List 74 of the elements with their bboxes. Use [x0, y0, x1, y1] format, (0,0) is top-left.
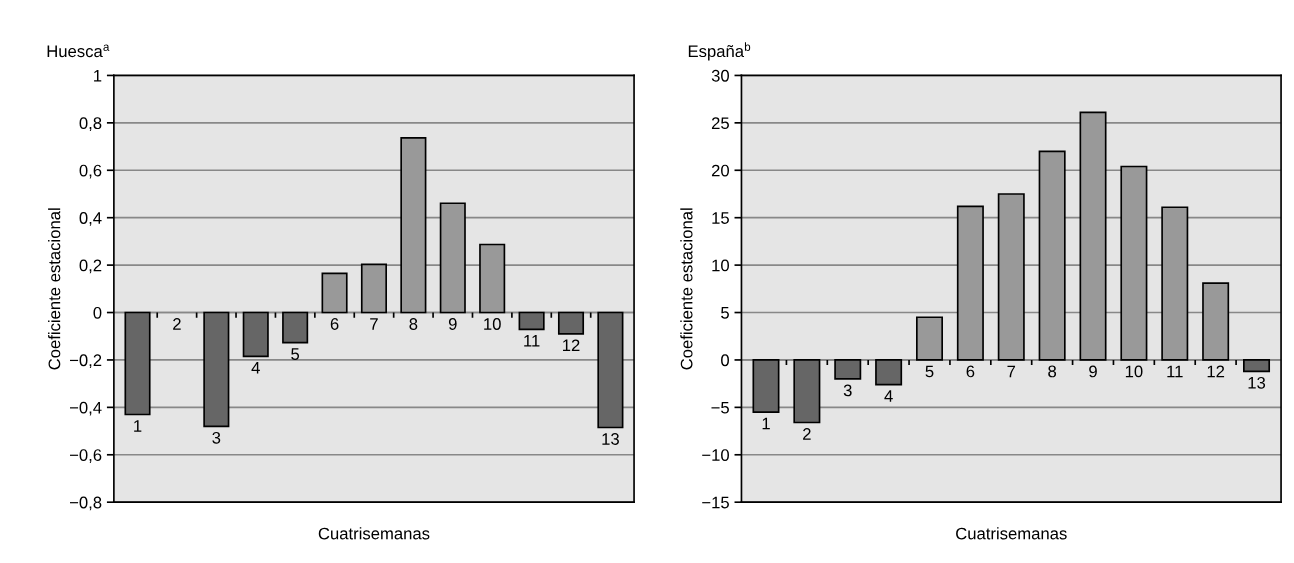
x-tick-label: 12 — [1207, 365, 1225, 378]
x-tick-label: 10 — [484, 318, 501, 330]
chart-title: Huesca$^{a}$ — [47, 44, 110, 58]
x-tick-label: 12 — [563, 339, 580, 352]
bar — [793, 359, 821, 424]
bar — [1161, 206, 1189, 361]
y-tick-label: −0,2 — [69, 354, 102, 369]
bar — [1120, 165, 1148, 361]
y-axis-title: Coeficiente estacional — [48, 208, 61, 370]
x-tick-label: 8 — [1048, 365, 1057, 378]
x-tick-label: 13 — [602, 433, 619, 445]
y-tick-label: 15 — [712, 212, 729, 224]
x-tick-label: 4 — [884, 390, 893, 402]
bar — [834, 359, 862, 380]
bar — [321, 272, 348, 314]
bar — [242, 311, 269, 358]
bar — [124, 311, 151, 416]
y-tick-label: 5 — [721, 307, 729, 319]
bar — [1079, 111, 1107, 361]
y-tick-label: −0,4 — [69, 401, 102, 416]
y-tick-label: 25 — [711, 117, 729, 130]
y-tick-label: −15 — [702, 496, 729, 509]
x-axis-title: Cuatrisemanas — [956, 527, 1067, 540]
y-tick-label: −5 — [711, 401, 729, 414]
chart-title: España$^{b}$ — [688, 42, 751, 61]
x-tick-label: 11 — [1167, 365, 1183, 378]
bar — [557, 311, 585, 335]
bar — [400, 136, 427, 314]
x-axis-title: Cuatrisemanas — [318, 527, 430, 540]
bar — [997, 193, 1025, 361]
bar — [915, 316, 944, 361]
y-tick-label: −0,8 — [69, 496, 102, 511]
y-tick-label: −0,6 — [69, 449, 102, 463]
x-tick-label: 5 — [925, 365, 934, 378]
bar — [203, 311, 230, 428]
y-tick-label: 0,6 — [79, 164, 102, 179]
bar — [1202, 282, 1230, 361]
y-tick-label: 0,4 — [79, 212, 102, 226]
x-tick-label: 7 — [370, 318, 378, 330]
bar — [956, 205, 984, 361]
bar — [479, 243, 506, 314]
x-tick-label: 7 — [1007, 365, 1016, 378]
bar — [752, 359, 780, 413]
x-tick-label: 9 — [1089, 365, 1097, 378]
y-tick-label: 0,8 — [79, 117, 102, 132]
bar — [282, 311, 309, 344]
x-tick-label: 4 — [251, 362, 260, 374]
y-tick-label: 30 — [711, 69, 730, 82]
bar — [439, 202, 466, 314]
x-tick-label: 11 — [524, 335, 540, 347]
y-tick-label: 20 — [711, 164, 730, 177]
y-tick-label: 0 — [93, 306, 102, 319]
bar — [518, 311, 545, 331]
x-tick-label: 6 — [330, 318, 339, 330]
x-tick-label: 8 — [409, 318, 418, 330]
y-tick-label: −10 — [702, 449, 730, 461]
x-tick-label: 13 — [1248, 376, 1266, 389]
x-tick-label: 3 — [212, 431, 221, 444]
x-tick-label: 2 — [173, 318, 181, 330]
bar — [1038, 150, 1066, 361]
x-tick-label: 10 — [1125, 365, 1143, 378]
bar — [1243, 359, 1271, 373]
y-axis-title: Coeficiente estacional — [680, 208, 693, 370]
y-tick-label: 1 — [94, 70, 102, 82]
bar — [360, 263, 388, 314]
bar — [597, 311, 624, 429]
y-tick-label: 10 — [712, 259, 730, 272]
x-tick-label: 3 — [843, 384, 852, 397]
x-tick-label: 9 — [448, 318, 457, 330]
bar — [875, 359, 903, 386]
x-tick-label: 6 — [966, 365, 975, 378]
x-tick-label: 2 — [803, 428, 811, 440]
y-tick-label: 0,2 — [79, 259, 102, 274]
y-tick-label: 0 — [721, 354, 730, 367]
